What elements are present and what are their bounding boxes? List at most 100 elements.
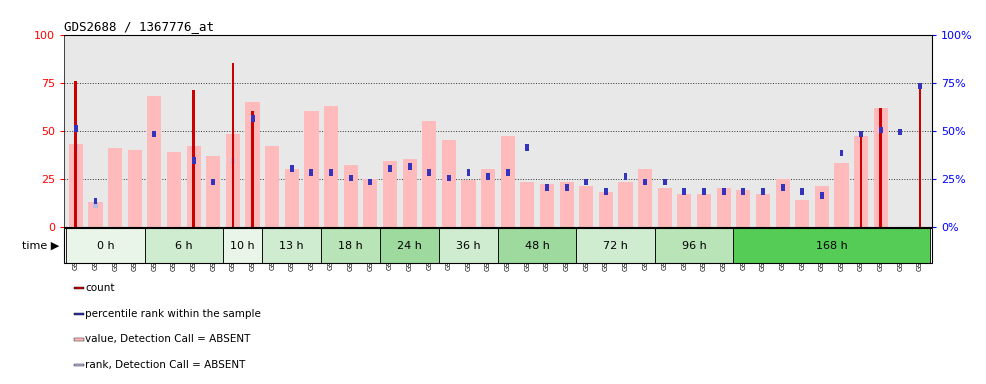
Bar <box>545 184 549 191</box>
Bar <box>262 228 321 263</box>
Bar <box>223 228 262 263</box>
Bar <box>860 131 863 227</box>
Bar <box>439 228 498 263</box>
Bar <box>560 182 574 227</box>
Bar <box>918 83 922 89</box>
Bar <box>422 121 436 227</box>
Bar <box>402 159 417 227</box>
Text: 10 h: 10 h <box>231 241 255 251</box>
Bar <box>369 179 373 185</box>
Bar <box>74 125 78 132</box>
Bar <box>834 163 849 227</box>
Bar <box>461 180 475 227</box>
Bar <box>128 150 142 227</box>
Bar <box>206 156 220 227</box>
Bar <box>69 144 83 227</box>
Bar <box>498 228 577 263</box>
Bar <box>604 188 607 195</box>
Bar <box>74 313 84 315</box>
Bar <box>349 175 353 182</box>
Bar <box>191 157 195 164</box>
Bar <box>74 144 78 151</box>
Bar <box>682 188 686 195</box>
Bar <box>854 136 868 227</box>
Bar <box>874 108 887 227</box>
Text: 13 h: 13 h <box>279 241 304 251</box>
Text: 36 h: 36 h <box>457 241 481 251</box>
Text: 48 h: 48 h <box>525 241 549 251</box>
Bar <box>231 157 235 164</box>
Bar <box>565 184 569 191</box>
Bar <box>329 169 333 176</box>
Bar <box>795 200 810 227</box>
Bar <box>265 146 279 227</box>
Text: rank, Detection Call = ABSENT: rank, Detection Call = ABSENT <box>86 360 246 370</box>
Bar <box>74 364 84 366</box>
Bar <box>839 150 843 157</box>
Bar <box>658 188 671 227</box>
Bar <box>737 190 750 227</box>
Bar <box>643 179 647 185</box>
Bar <box>814 186 829 227</box>
Bar <box>381 228 439 263</box>
Bar <box>585 179 589 185</box>
Bar <box>250 115 254 122</box>
Bar <box>94 202 98 208</box>
Bar <box>344 165 358 227</box>
Bar <box>879 127 882 134</box>
Text: 6 h: 6 h <box>176 241 192 251</box>
Bar <box>211 179 215 185</box>
Text: time ▶: time ▶ <box>22 241 59 251</box>
Bar <box>466 169 470 176</box>
Text: 96 h: 96 h <box>682 241 707 251</box>
Text: GDS2688 / 1367776_at: GDS2688 / 1367776_at <box>64 20 214 33</box>
Bar <box>108 148 122 227</box>
Text: 24 h: 24 h <box>397 241 422 251</box>
Text: value, Detection Call = ABSENT: value, Detection Call = ABSENT <box>86 334 250 344</box>
Bar <box>501 136 515 227</box>
Bar <box>722 188 726 195</box>
Bar <box>324 106 338 227</box>
Bar <box>655 228 734 263</box>
Bar <box>285 169 299 227</box>
Bar <box>167 152 181 227</box>
Bar <box>697 194 711 227</box>
Bar <box>226 134 240 227</box>
Bar <box>776 179 790 227</box>
Bar <box>321 228 381 263</box>
Bar <box>363 179 378 227</box>
Bar <box>192 90 195 227</box>
Bar <box>447 175 451 182</box>
Bar <box>677 194 691 227</box>
Bar <box>577 228 655 263</box>
Bar <box>919 83 921 227</box>
Bar <box>801 188 805 195</box>
Bar <box>383 161 397 227</box>
Bar <box>506 169 510 176</box>
Bar <box>232 63 235 227</box>
Bar <box>147 96 162 227</box>
Bar <box>388 165 391 172</box>
Bar <box>859 131 863 137</box>
Bar <box>75 81 77 227</box>
Text: 72 h: 72 h <box>603 241 628 251</box>
Text: percentile rank within the sample: percentile rank within the sample <box>86 309 261 319</box>
Bar <box>521 182 534 227</box>
Bar <box>599 192 613 227</box>
Bar <box>305 111 318 227</box>
Text: 168 h: 168 h <box>815 241 848 251</box>
Bar <box>702 188 706 195</box>
Bar <box>74 287 84 289</box>
Bar <box>94 198 98 205</box>
Text: 0 h: 0 h <box>97 241 114 251</box>
Bar <box>761 188 765 195</box>
Bar <box>880 108 882 227</box>
Bar <box>526 144 529 151</box>
Bar <box>481 169 495 227</box>
Bar <box>486 173 490 180</box>
Bar <box>246 102 259 227</box>
Bar <box>820 192 823 199</box>
Text: 18 h: 18 h <box>338 241 363 251</box>
Bar <box>153 131 157 137</box>
Bar <box>251 111 254 227</box>
